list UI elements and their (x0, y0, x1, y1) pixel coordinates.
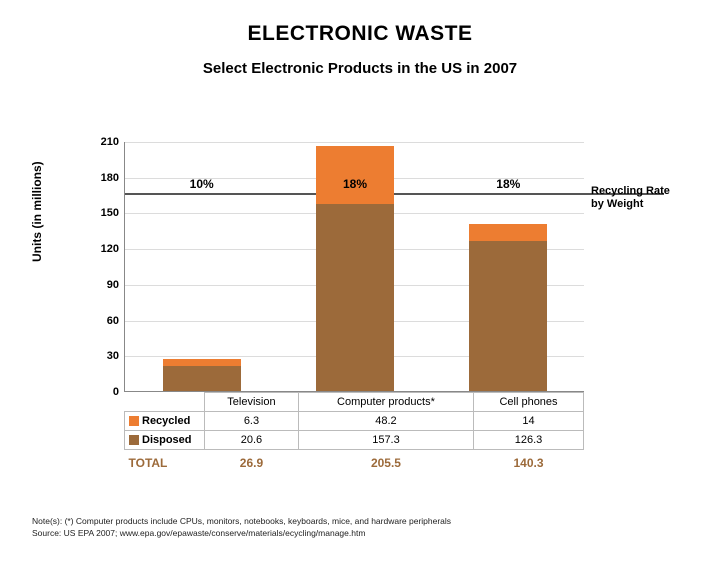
bar-segment-disposed (469, 241, 547, 391)
table-cell: 157.3 (298, 431, 473, 450)
category-row: Television Computer products* Cell phone… (125, 393, 584, 412)
total-cell: 205.5 (298, 450, 473, 474)
legend-swatch-disposed (129, 435, 139, 445)
disposed-row: Disposed 20.6 157.3 126.3 (125, 431, 584, 450)
y-tick-label: 30 (107, 350, 119, 362)
percent-label: 18% (343, 177, 367, 191)
chart-title: ELECTRONIC WASTE (0, 22, 720, 46)
y-tick-label: 0 (113, 386, 119, 398)
bar-segment-disposed (163, 366, 241, 391)
bar-column: 10% (125, 142, 278, 391)
y-tick-label: 180 (101, 172, 119, 184)
category-label: Television (205, 393, 299, 412)
y-tick-label: 150 (101, 207, 119, 219)
table-cell: 6.3 (205, 412, 299, 431)
bar-segment-recycled (163, 359, 241, 367)
legend-swatch-recycled (129, 416, 139, 426)
bar-segment-disposed (316, 204, 394, 391)
footnote-text: Note(s): (*) Computer products include C… (32, 516, 451, 528)
y-axis-label: Units (in millions) (30, 161, 44, 262)
table-cell: 20.6 (205, 431, 299, 450)
bar-segment-recycled (469, 224, 547, 241)
total-cell: 140.3 (474, 450, 584, 474)
table-cell: 14 (474, 412, 584, 431)
y-tick-label: 120 (101, 243, 119, 255)
footnotes: Note(s): (*) Computer products include C… (32, 516, 451, 540)
bar-column: 18% (432, 142, 585, 391)
y-tick-label: 90 (107, 279, 119, 291)
category-label: Computer products* (298, 393, 473, 412)
total-label: TOTAL (125, 450, 205, 474)
chart-area: Recycling Rateby Weight 0306090120150180… (84, 142, 664, 473)
stacked-bar (163, 359, 241, 391)
series-label: Disposed (125, 431, 205, 450)
chart-subtitle: Select Electronic Products in the US in … (0, 60, 720, 77)
total-row: TOTAL 26.9 205.5 140.3 (125, 450, 584, 474)
source-text: Source: US EPA 2007; www.epa.gov/epawast… (32, 528, 451, 540)
bar-segment-recycled (316, 146, 394, 203)
percent-label: 18% (496, 177, 520, 191)
series-label: Recycled (125, 412, 205, 431)
reference-line-label: Recycling Rateby Weight (591, 185, 670, 211)
table-cell: 48.2 (298, 412, 473, 431)
stacked-bar (469, 224, 547, 391)
table-cell: 126.3 (474, 431, 584, 450)
total-cell: 26.9 (205, 450, 299, 474)
percent-label: 10% (190, 177, 214, 191)
y-tick-label: 60 (107, 315, 119, 327)
bar-column: 18% (278, 142, 431, 391)
y-tick-label: 210 (101, 136, 119, 148)
plot-area: Recycling Rateby Weight 0306090120150180… (124, 142, 584, 392)
category-label: Cell phones (474, 393, 584, 412)
data-table: Television Computer products* Cell phone… (124, 392, 584, 473)
recycled-row: Recycled 6.3 48.2 14 (125, 412, 584, 431)
